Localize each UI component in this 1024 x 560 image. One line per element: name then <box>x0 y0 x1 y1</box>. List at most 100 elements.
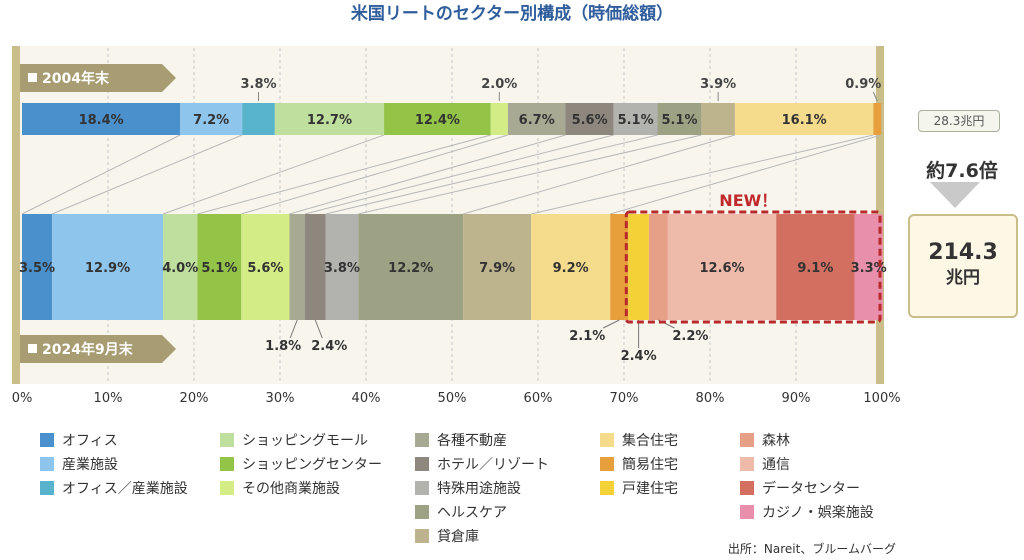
data-label: 5.1% <box>201 261 237 276</box>
x-tick-label: 60% <box>524 391 553 406</box>
total-2024-number: 214.3 <box>928 240 998 265</box>
connector-line <box>162 134 385 215</box>
label-leader <box>289 319 298 339</box>
bar-segment <box>610 214 629 320</box>
legend-label: ショッピングセンター <box>242 457 382 473</box>
legend-label: ヘルスケア <box>437 505 507 521</box>
legend-label: データセンター <box>762 481 860 497</box>
bar-segment <box>701 103 735 135</box>
legend-swatch <box>40 457 54 471</box>
data-label: 9.1% <box>797 261 833 276</box>
x-axis: 0% 10% 20% 30% 40% 50% 60% 70% 80% 90% 100% <box>12 391 901 406</box>
data-label: 2.1% <box>569 329 605 344</box>
bar-segment <box>873 103 882 135</box>
x-tick-label: 50% <box>438 391 467 406</box>
growth-multiplier: 約7.6倍 <box>926 160 998 182</box>
bar-segment <box>52 214 164 320</box>
legend-label: 戸建住宅 <box>622 481 678 497</box>
legend-item: オフィス／産業施設 <box>40 476 188 500</box>
x-tick-label: 80% <box>696 391 725 406</box>
data-labels: 18.4% 7.2% 3.8% 12.7% 12.4% 2.0% 6.7% 5.6% 5.1% 5… <box>19 77 887 364</box>
data-label: 5.1% <box>618 113 654 128</box>
legend-swatch <box>740 481 754 495</box>
legend-swatch <box>740 433 754 447</box>
legend-label: 通信 <box>762 457 790 473</box>
bar-segments <box>22 103 883 320</box>
legend-label: 産業施設 <box>62 457 118 473</box>
legend: オフィス 産業施設 オフィス／産業施設 ショッピングモール ショッピングセンター その他商… <box>40 428 920 548</box>
total-2024: 214.3 兆円 <box>908 214 1018 318</box>
legend-label: ショッピングモール <box>242 433 368 449</box>
bar-segment <box>490 103 508 135</box>
source-note: 出所：Nareit、ブルームバーグ <box>727 542 896 556</box>
legend-label: カジノ・娯楽施設 <box>762 505 874 521</box>
legend-swatch <box>415 481 429 495</box>
legend-label: ホテル／リゾート <box>437 457 549 473</box>
data-label: 12.6% <box>699 261 744 276</box>
data-label: 4.0% <box>162 261 198 276</box>
down-arrow-icon <box>930 182 980 208</box>
bar-segment <box>242 103 275 135</box>
data-label: 3.9% <box>700 77 736 92</box>
bar-segment <box>776 214 855 320</box>
x-tick-label: 30% <box>266 391 295 406</box>
series-label: 2024年9月末 <box>42 341 134 358</box>
legend-label: 貸倉庫 <box>437 529 479 545</box>
series-label-square-icon <box>28 344 37 353</box>
label-leader <box>603 319 620 329</box>
connector-line <box>241 134 509 215</box>
legend-label: 特殊用途施設 <box>437 481 521 497</box>
legend-swatch <box>415 457 429 471</box>
bar-segment <box>565 103 614 135</box>
data-label: 7.9% <box>479 261 515 276</box>
legend-swatch <box>415 529 429 543</box>
data-label: 1.8% <box>265 339 301 354</box>
data-label: 5.1% <box>661 113 697 128</box>
connector-line <box>197 134 491 215</box>
connector-line <box>358 134 702 215</box>
legend-swatch <box>600 457 614 471</box>
data-label: 0.9% <box>845 77 881 92</box>
chart-title: 米国リートのセクター別構成（時価総額） <box>351 3 673 24</box>
legend-label: その他商業施設 <box>242 481 340 497</box>
connector-line <box>304 134 614 215</box>
legend-item: ホテル／リゾート <box>415 452 549 476</box>
x-tick-label: 20% <box>180 391 209 406</box>
bar-segment <box>274 103 385 135</box>
legend-swatch <box>40 481 54 495</box>
data-label: 6.7% <box>519 113 555 128</box>
data-label: 16.1% <box>782 113 827 128</box>
x-tick-label: 90% <box>782 391 811 406</box>
bar-segment <box>241 214 290 320</box>
legend-swatch <box>740 457 754 471</box>
legend-label: 森林 <box>762 433 790 449</box>
legend-label: 各種不動産 <box>437 433 507 449</box>
bar-segment <box>507 103 566 135</box>
data-label: 2.4% <box>621 349 657 364</box>
legend-column: 各種不動産ホテル／リゾート 特殊用途施設 ヘルスケア貸倉庫 <box>415 428 549 548</box>
label-leader <box>872 91 878 102</box>
legend-column: ショッピングモール ショッピングセンター その他商業施設 <box>220 428 382 500</box>
bar-segment <box>358 214 464 320</box>
bar-segment <box>854 214 883 320</box>
data-label: 3.8% <box>240 77 276 92</box>
legend-item: データセンター <box>740 476 874 500</box>
total-2024-unit: 兆円 <box>946 268 980 288</box>
legend-item: 集合住宅 <box>600 428 678 452</box>
legend-label: 簡易住宅 <box>622 457 678 473</box>
legend-item: 森林 <box>740 428 874 452</box>
legend-item: その他商業施設 <box>220 476 382 500</box>
bar-segment <box>734 103 874 135</box>
series-label-tab <box>20 64 176 92</box>
legend-label: 集合住宅 <box>622 433 678 449</box>
bar-segment <box>197 214 242 320</box>
bar-segment <box>163 214 198 320</box>
legend-item: 戸建住宅 <box>600 476 678 500</box>
connector-line <box>289 134 566 215</box>
bar-segment <box>463 214 532 320</box>
bar-segment <box>531 214 611 320</box>
data-label: 9.2% <box>553 261 589 276</box>
bar-segment <box>304 214 326 320</box>
bar-segment <box>657 103 702 135</box>
bar-segment <box>22 214 53 320</box>
